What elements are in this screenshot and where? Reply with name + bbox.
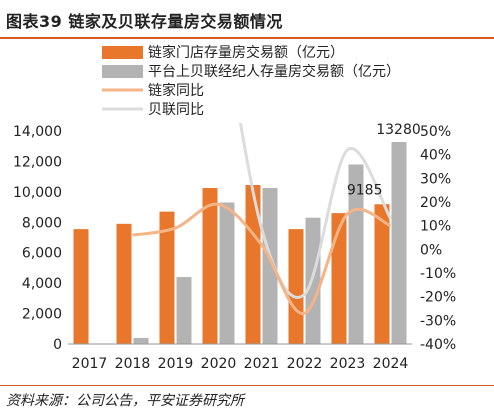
bar-lianjia-2020 [202,188,218,344]
bar-beilian-2018 [133,337,149,344]
x-tick-label-2017: 2017 [72,356,108,372]
bar-lianjia-2022 [288,229,304,344]
y-right-tick-label: 0% [420,242,442,258]
figure-title: 图表39 链家及贝联存量房交易额情况 [6,12,283,31]
bar-lianjia-2018 [116,223,132,344]
legend-lianjia-bar-label: 链家门店存量房交易额（亿元） [148,44,344,61]
legend-beilian-line-label: 贝联同比 [148,102,204,118]
bar-beilian-2019 [176,277,192,344]
data-label-lianjia-2024: 9185 [347,182,383,198]
x-tick-label-2022: 2022 [287,356,323,372]
bar-beilian-2020 [219,202,235,344]
bar-lianjia-2024 [374,204,390,344]
axes-group: 0 2,000 4,000 6,000 8,000 10,000 12,000 14,000 -… [13,124,456,372]
title-divider [0,37,494,39]
data-label-beilian-2024: 13280 [376,122,421,138]
y-right-tick-label: 10% [420,219,451,235]
y-left-tick-label: 2,000 [22,307,62,323]
line-group [132,123,392,315]
y-right-tick-label: -10% [420,266,456,282]
y-right-tick-label: 50% [420,124,451,140]
line-lianjia-yoy [132,202,392,315]
x-tick-label-2024: 2024 [373,356,409,372]
source-note: 资料来源：公司公告，平安证券研究所 [6,393,244,409]
bar-lianjia-2023 [331,213,347,344]
y-right-tick-label: 30% [420,171,451,187]
legend-lianjia-bar-swatch [102,46,143,59]
figure-header: 图表39 链家及贝联存量房交易额情况 [0,0,494,42]
bar-lianjia-2019 [159,211,175,344]
y-left-tick-label: 14,000 [13,124,62,140]
x-tick-label-2023: 2023 [330,356,366,372]
bar-group [73,141,407,344]
data-label-group: 13280 9185 [347,122,421,198]
y-left-tick-label: 4,000 [22,276,62,292]
x-tick-label-2021: 2021 [244,356,280,372]
y-right-tick-label: -30% [420,313,456,329]
legend-lianjia-line-label: 链家同比 [148,82,204,99]
legend-beilian-bar-swatch [102,65,143,78]
bar-lianjia-2017 [73,229,89,344]
bar-lianjia-2021 [245,185,261,344]
x-tick-label-2018: 2018 [115,356,151,372]
legend-beilian-bar-label: 平台上贝联经纪人存量房交易额（亿元） [148,63,400,80]
y-right-tick-label: -40% [420,337,456,353]
y-right-tick-label: 40% [420,148,451,164]
y-right-tick-label: -20% [420,290,456,306]
x-tick-label-2019: 2019 [158,356,194,372]
y-left-tick-label: 6,000 [22,246,62,262]
y-left-tick-label: 8,000 [22,215,62,231]
bar-beilian-2024 [391,141,407,344]
chart-area: 链家门店存量房交易额（亿元） 平台上贝联经纪人存量房交易额（亿元） 链家同比贝联同比… [13,44,456,372]
bar-beilian-2022 [305,217,321,344]
x-tick-label-2020: 2020 [201,356,237,372]
y-right-tick-label: 20% [420,195,451,211]
bar-beilian-2021 [262,188,278,344]
footer-divider [0,385,494,386]
y-left-tick-label: 10,000 [13,185,62,201]
y-left-tick-label: 12,000 [13,154,62,170]
line-beilian-yoy [238,123,392,299]
y-left-tick-label: 0 [53,337,62,353]
